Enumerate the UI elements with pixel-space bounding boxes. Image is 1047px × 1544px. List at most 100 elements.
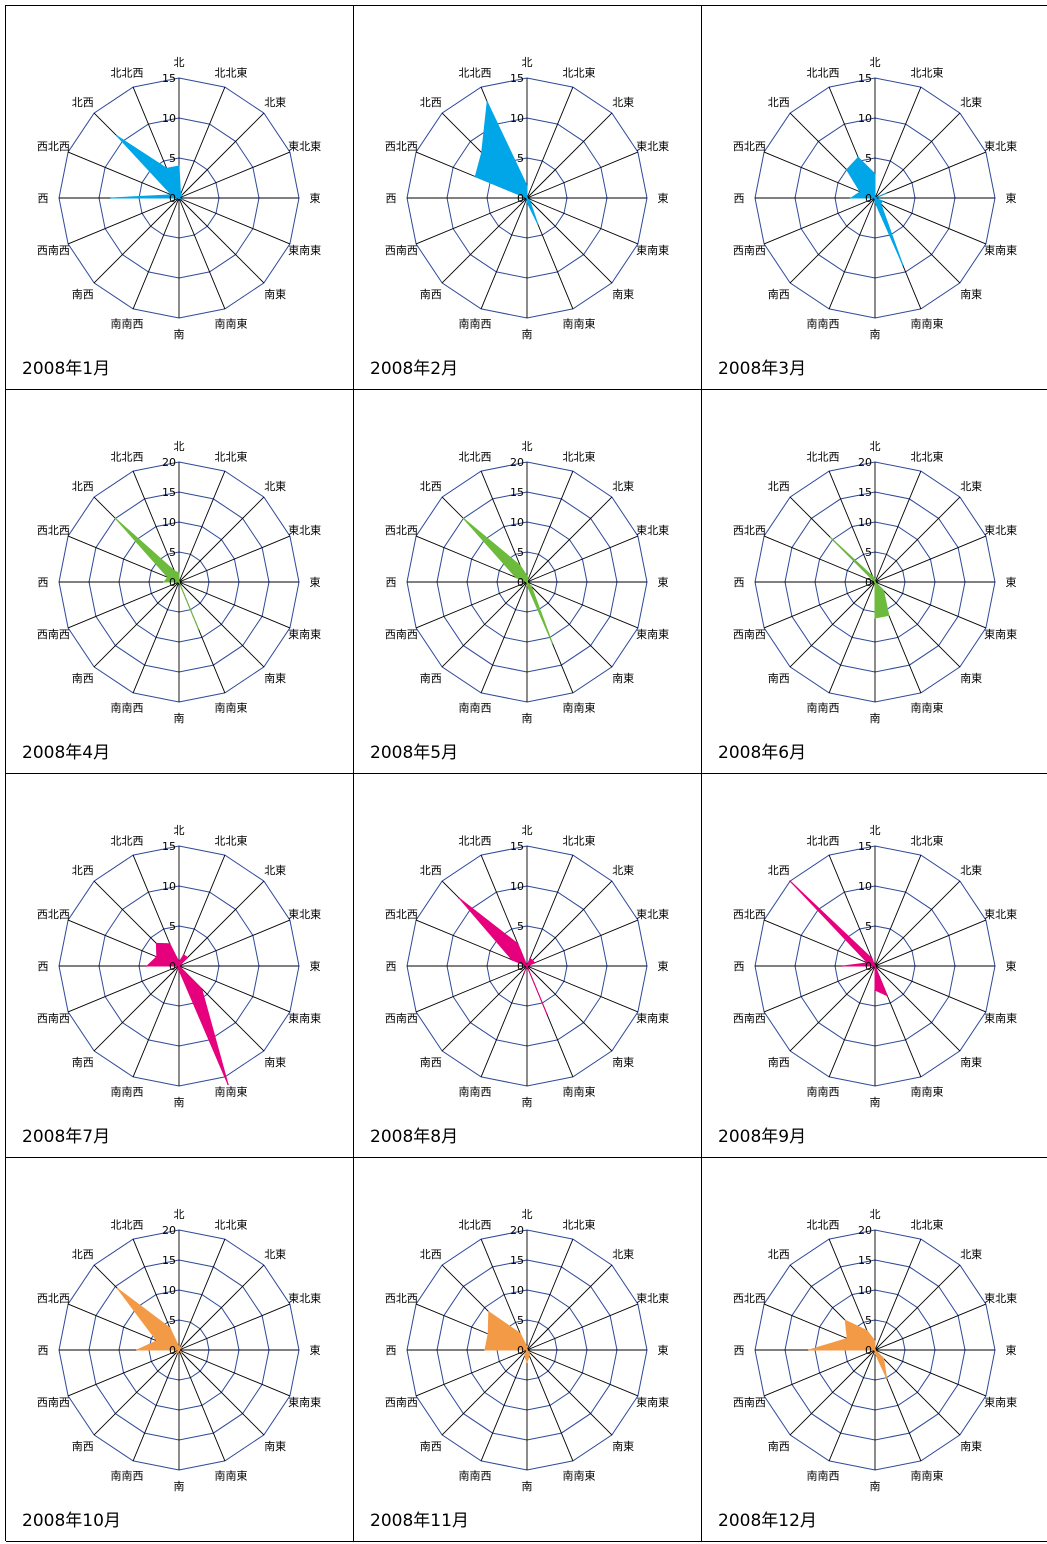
spoke-line: [526, 535, 639, 583]
direction-label: 北北東: [215, 450, 248, 463]
spoke-line: [874, 470, 922, 583]
direction-label: 東: [310, 960, 321, 973]
direction-label: 西北西: [385, 908, 418, 921]
direction-label: 西南西: [733, 1012, 766, 1025]
tick-label: 10: [858, 112, 872, 125]
data-point-9: [874, 989, 876, 991]
spoke-line: [874, 581, 987, 629]
spoke-line: [67, 581, 180, 629]
direction-label: 西南西: [385, 1396, 418, 1409]
data-point-12: [178, 197, 180, 199]
data-point-14: [874, 581, 876, 583]
direction-label: 西: [386, 576, 397, 589]
direction-label: 南東: [960, 288, 982, 301]
spoke-line: [763, 151, 876, 199]
wind-rose-panel: 0 5 10 15 20 北北北東 北東 東北東東東南東 南東 南南東南 南南西 南西 西南西 西 西北西 北…: [702, 390, 1047, 774]
direction-label: 東: [658, 1344, 669, 1357]
spoke-line: [93, 197, 180, 284]
direction-label: 北東: [264, 1248, 286, 1261]
direction-label: 西南西: [37, 244, 70, 257]
data-point-16: [169, 1327, 171, 1329]
tick-label: 15: [162, 1254, 176, 1267]
tick-label: 15: [162, 72, 176, 85]
direction-label: 南南東: [911, 318, 944, 331]
direction-label: 西北西: [733, 1292, 766, 1305]
data-point-14: [515, 576, 517, 579]
direction-label: 南東: [264, 288, 286, 301]
spoke-line: [763, 535, 876, 583]
spoke-line: [526, 1349, 639, 1397]
direction-label: 東: [1006, 576, 1017, 589]
direction-label: 南西: [420, 1056, 442, 1069]
direction-label: 北東: [612, 96, 634, 109]
direction-label: 南: [870, 1480, 881, 1493]
spoke-line: [132, 581, 180, 694]
spoke-line: [178, 86, 226, 199]
spoke-line: [874, 86, 922, 199]
data-point-12: [178, 1349, 180, 1351]
spoke-line: [828, 965, 876, 1078]
data-point-2: [179, 193, 182, 196]
spoke-line: [178, 197, 265, 284]
data-point-15: [462, 517, 465, 520]
direction-label: 東南東: [636, 1012, 669, 1025]
direction-label: 北: [870, 440, 881, 453]
spoke-line: [526, 581, 613, 668]
spoke-line: [415, 197, 528, 245]
wind-rose-panel: 0 5 10 15 20 北北北東 北東 東北東東東南東 南東 南南東南 南南西 南西 西南西 西 西北西 北…: [6, 1158, 354, 1542]
wind-frequency-area: [846, 156, 904, 265]
tick-label: 5: [169, 1314, 176, 1327]
direction-label: 北東: [612, 480, 634, 493]
spoke-line: [441, 197, 528, 284]
tick-label: 15: [510, 840, 524, 853]
tick-label: 5: [169, 152, 176, 165]
spoke-line: [828, 581, 876, 694]
data-point-8: [901, 263, 904, 266]
tick-label: 5: [169, 920, 176, 933]
spoke-line: [874, 151, 987, 199]
data-point-14: [170, 194, 173, 196]
wind-frequency-area: [115, 518, 199, 630]
data-point-8: [546, 1013, 548, 1015]
spoke-line: [480, 197, 528, 310]
tick-label: 5: [169, 546, 176, 559]
data-point-1: [526, 1346, 528, 1348]
data-point-15: [458, 897, 460, 899]
direction-label: 南西: [72, 1056, 94, 1069]
data-point-8: [536, 223, 539, 225]
direction-label: 北東: [960, 1248, 982, 1261]
direction-label: 北北西: [807, 66, 840, 79]
tick-label: 20: [858, 1224, 872, 1237]
data-point-16: [871, 575, 874, 578]
spoke-line: [874, 1349, 987, 1397]
spoke-line: [480, 470, 528, 583]
chart-title: 2008年4月: [22, 743, 111, 763]
tick-label: 15: [858, 486, 872, 499]
spoke-line: [874, 581, 961, 668]
data-point-12: [178, 965, 180, 967]
data-point-16: [871, 957, 873, 960]
direction-label: 南南東: [911, 1086, 944, 1099]
direction-label: 南: [174, 712, 185, 725]
wind-frequency-area: [789, 880, 889, 997]
spoke-line: [874, 496, 961, 583]
data-point-11: [176, 1351, 178, 1353]
spoke-line: [526, 1349, 574, 1462]
spoke-line: [526, 1264, 613, 1351]
spoke-line: [415, 919, 528, 967]
spoke-line: [67, 197, 180, 245]
data-point-12: [874, 1349, 876, 1351]
spoke-line: [763, 1349, 876, 1397]
direction-label: 北東: [960, 96, 982, 109]
direction-label: 西: [386, 960, 397, 973]
direction-label: 西: [38, 1344, 49, 1357]
direction-label: 北東: [264, 480, 286, 493]
direction-label: 西: [38, 576, 49, 589]
direction-label: 南南西: [111, 1086, 144, 1099]
direction-label: 南: [870, 712, 881, 725]
spoke-line: [526, 151, 639, 199]
data-point-12: [874, 197, 876, 199]
spoke-line: [526, 919, 639, 967]
